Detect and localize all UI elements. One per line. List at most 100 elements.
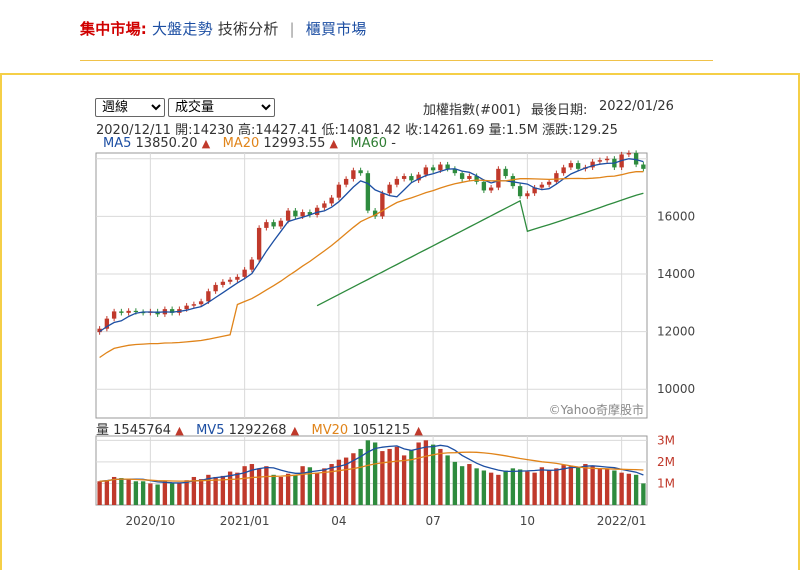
volume-bar bbox=[387, 448, 392, 505]
candle-body bbox=[169, 309, 175, 313]
mv20-value: 1051215 bbox=[352, 423, 411, 438]
volume-bar bbox=[140, 481, 146, 505]
x-tick-label: 07 bbox=[425, 514, 440, 528]
price-tick-label: 10000 bbox=[657, 382, 695, 396]
volume-bar bbox=[568, 466, 574, 505]
price-tick-label: 14000 bbox=[657, 267, 695, 281]
candle-body bbox=[394, 178, 400, 185]
open-value: 14230 bbox=[192, 123, 234, 138]
volume-tick-label: 3M bbox=[657, 433, 675, 447]
x-tick-label: 04 bbox=[331, 514, 346, 528]
volume-bar bbox=[626, 473, 632, 505]
period-select[interactable]: 週線 bbox=[95, 98, 165, 117]
volume-bar bbox=[401, 455, 407, 505]
candle-body bbox=[438, 164, 443, 171]
volume-bar bbox=[220, 475, 226, 505]
volume-bar bbox=[169, 483, 175, 505]
price-plot-frame bbox=[95, 152, 648, 419]
candle-body bbox=[641, 164, 646, 169]
candle-body bbox=[372, 210, 378, 217]
volume-bar bbox=[438, 448, 443, 505]
volume-bar bbox=[198, 479, 204, 505]
volume-bar bbox=[575, 467, 581, 505]
candle-body bbox=[604, 158, 610, 161]
candle-body bbox=[474, 176, 479, 182]
candle-body bbox=[307, 212, 313, 215]
volume-tick-label: 2M bbox=[657, 455, 675, 469]
price-tick-label: 16000 bbox=[657, 209, 695, 223]
low-value: 14081.42 bbox=[338, 123, 401, 138]
volume-bar bbox=[474, 468, 479, 505]
volume-bar bbox=[365, 440, 371, 505]
volume-bar bbox=[430, 444, 436, 505]
candle-body bbox=[481, 181, 487, 191]
indicator-select[interactable]: 成交量 bbox=[168, 98, 275, 117]
candle-body bbox=[220, 281, 226, 285]
candle-body bbox=[387, 184, 392, 194]
volume-bar bbox=[148, 483, 153, 505]
volume-bar bbox=[380, 451, 385, 505]
candle-body bbox=[264, 222, 269, 228]
ma5-label: MA5 bbox=[103, 136, 132, 151]
volume-bar bbox=[119, 478, 124, 505]
candle-body bbox=[285, 210, 291, 221]
ma5-up-arrow-icon: ▲ bbox=[201, 137, 211, 150]
volume-bar bbox=[242, 466, 247, 505]
volume-bar bbox=[162, 481, 168, 505]
volume-bar bbox=[612, 470, 617, 505]
ohlc-date: 2020/12/11 bbox=[96, 123, 171, 138]
candle-body bbox=[293, 210, 298, 217]
candle-body bbox=[329, 197, 334, 204]
candle-body bbox=[459, 173, 465, 179]
volume-bar bbox=[372, 442, 378, 505]
vol-label: 量 bbox=[96, 423, 110, 438]
volume-bar bbox=[539, 467, 545, 505]
nav-link-market-trend[interactable]: 大盤走勢 bbox=[151, 20, 213, 38]
volume-bar bbox=[191, 476, 197, 505]
low-label: 低: bbox=[321, 123, 339, 138]
candle-body bbox=[496, 168, 501, 188]
volume-value: 1.5M bbox=[506, 123, 538, 138]
change-value: 129.25 bbox=[572, 123, 618, 138]
nav-link-technical-analysis[interactable]: 技術分析 bbox=[217, 20, 279, 38]
candle-body bbox=[575, 163, 581, 169]
volume-bar bbox=[177, 482, 182, 505]
volume-tick-label: 1M bbox=[657, 476, 675, 490]
index-name: 加權指數(#001) bbox=[423, 103, 521, 118]
ma20-up-arrow-icon: ▲ bbox=[329, 137, 339, 150]
candle-body bbox=[401, 176, 407, 179]
volume-bar bbox=[235, 472, 240, 505]
mv20-label: MV20 bbox=[311, 423, 349, 438]
ma20-value: 12993.55 bbox=[263, 136, 326, 151]
volume-bar bbox=[416, 442, 421, 505]
volume-bar bbox=[314, 472, 320, 505]
volume-bar bbox=[227, 471, 233, 505]
x-tick-label: 2020/10 bbox=[125, 514, 175, 528]
volume-bar bbox=[264, 466, 269, 505]
volume-bar bbox=[271, 474, 276, 505]
candle-body bbox=[532, 187, 537, 194]
candle-body bbox=[278, 220, 284, 227]
candle-body bbox=[525, 193, 530, 197]
candle-body bbox=[358, 170, 363, 174]
ma5-value: 13850.20 bbox=[135, 136, 198, 151]
volume-bar bbox=[184, 480, 189, 505]
volume-bar bbox=[358, 448, 363, 505]
candle-body bbox=[510, 176, 516, 187]
volume-bar bbox=[517, 469, 523, 505]
ma20-line bbox=[99, 171, 644, 359]
ma-legend: MA5 13850.20 ▲ MA20 12993.55 ▲ MA60 - bbox=[103, 136, 396, 151]
volume-bar bbox=[104, 480, 110, 505]
volume-bar bbox=[249, 464, 255, 505]
candle-body bbox=[343, 178, 349, 185]
candle-body bbox=[184, 305, 189, 310]
candle-body bbox=[467, 176, 472, 179]
nav-link-otc-market[interactable]: 櫃買市場 bbox=[305, 20, 367, 38]
volume-bar bbox=[300, 466, 305, 505]
candle-body bbox=[300, 212, 305, 217]
ma60-label: MA60 bbox=[350, 136, 388, 151]
candle-body bbox=[554, 173, 559, 182]
volume-bar bbox=[445, 455, 450, 505]
candle-body bbox=[198, 301, 204, 305]
